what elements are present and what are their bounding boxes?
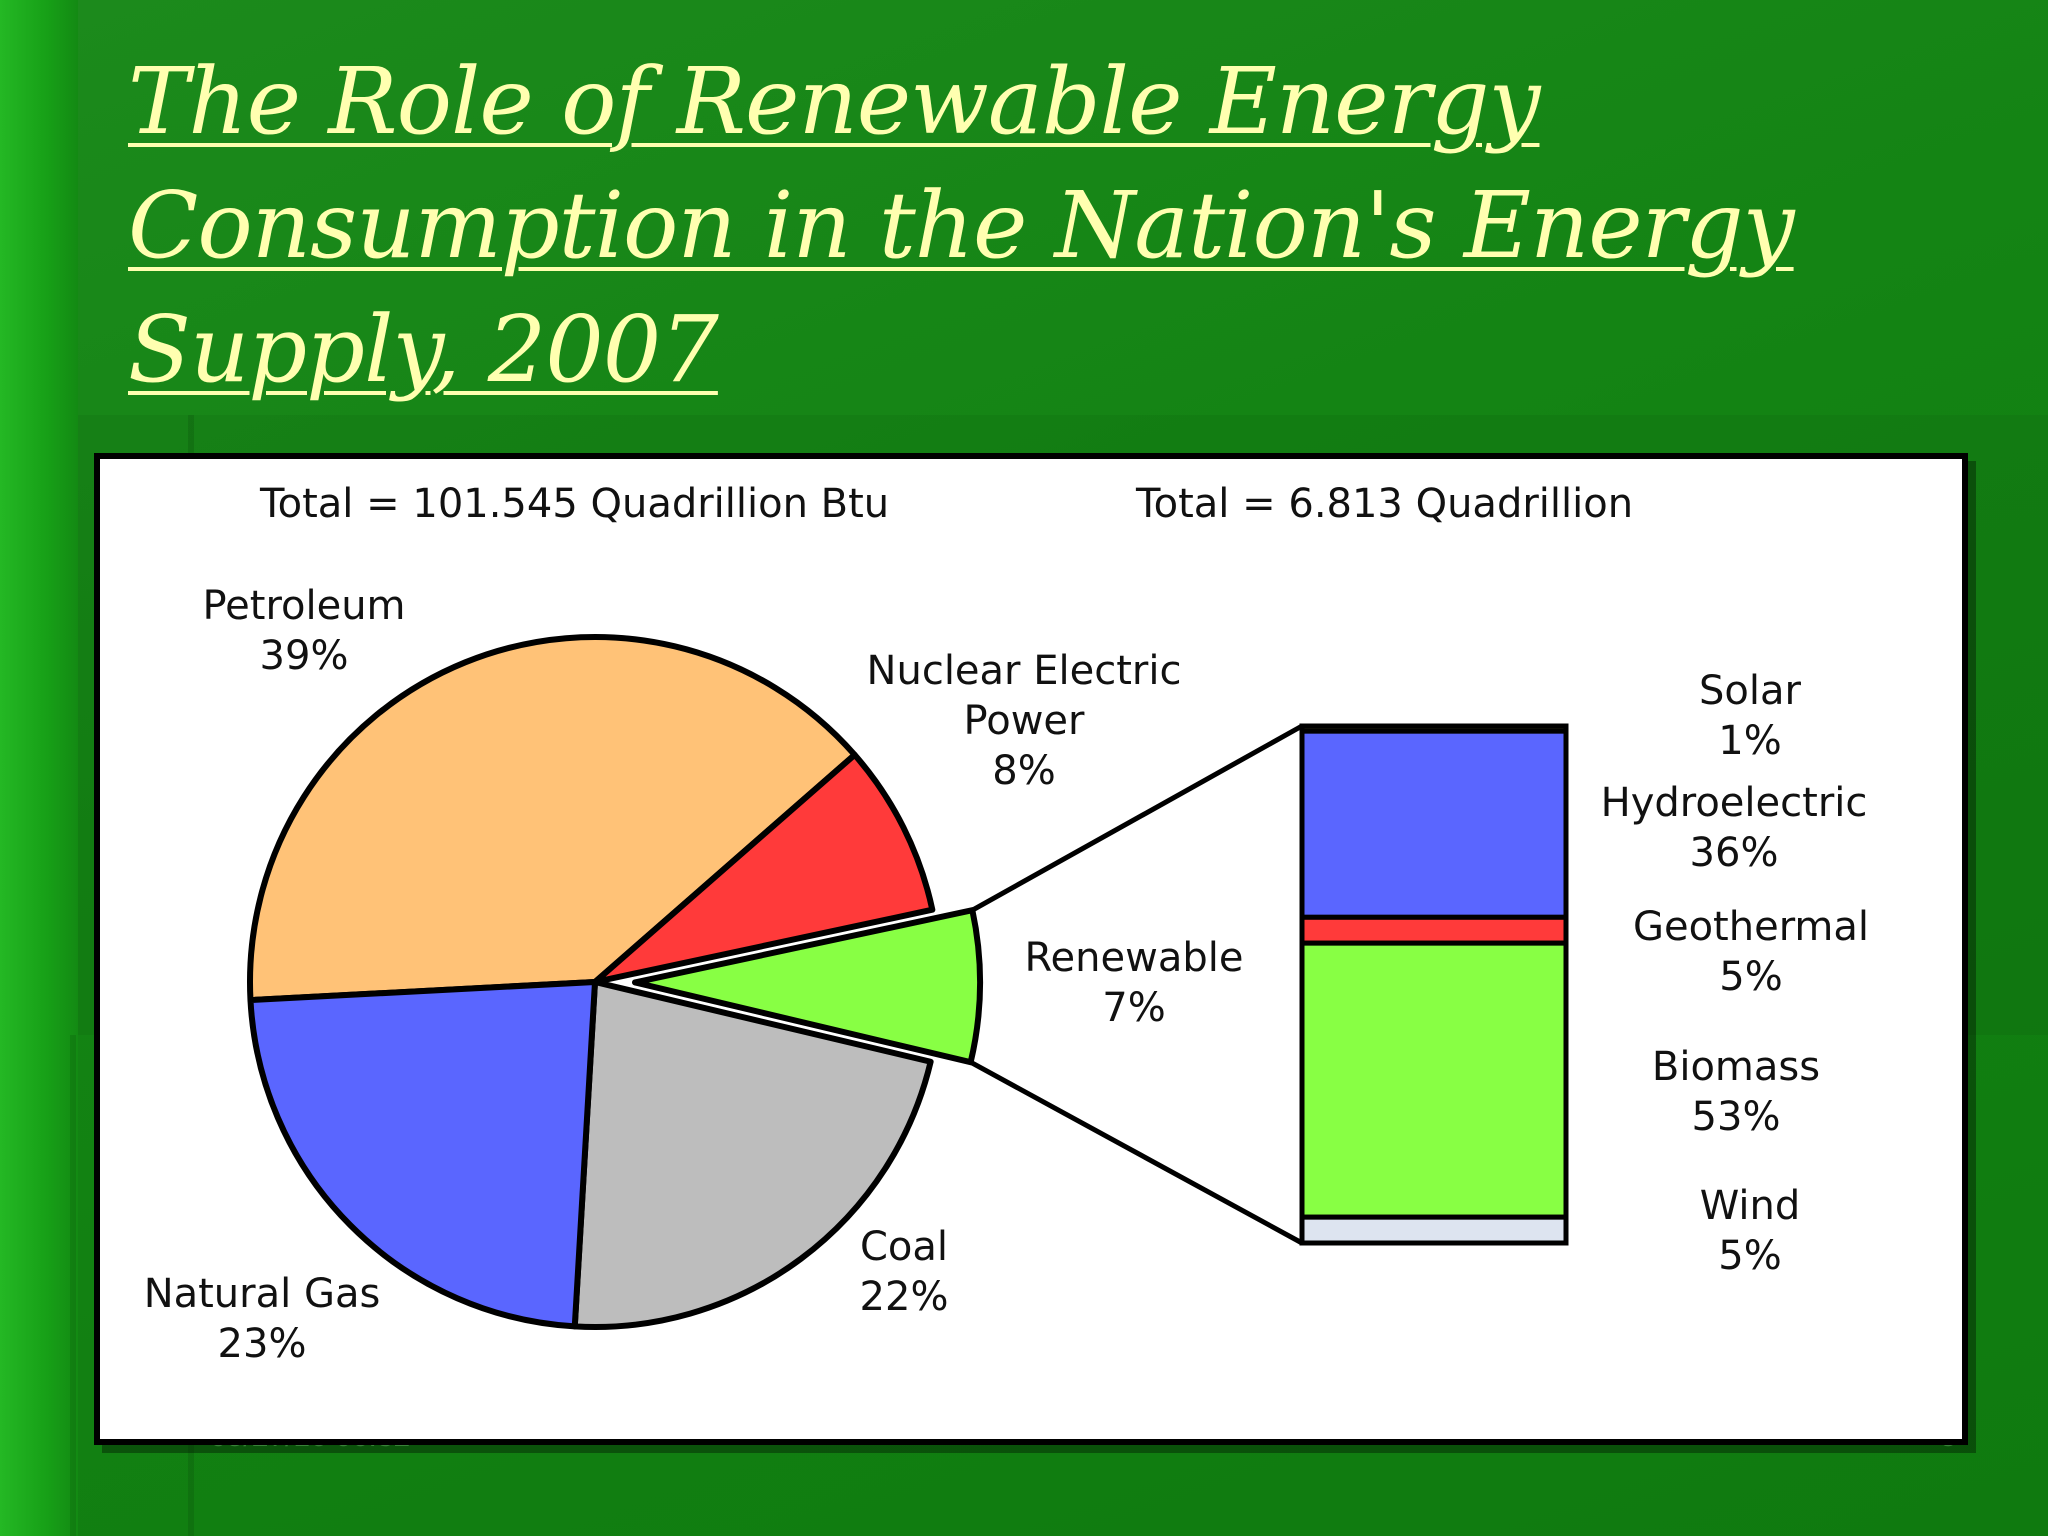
pie-slice-renewable xyxy=(631,907,983,1066)
pie-chart xyxy=(247,634,983,1330)
bar-label-wind: Wind 5% xyxy=(1700,1183,1801,1279)
connector-line-top xyxy=(971,723,1304,913)
chart-frame: Total = 101.545 Quadrillion Btu Total = 6… xyxy=(94,453,1968,1445)
pie-label-renewable: Renewable 7% xyxy=(1025,935,1244,1031)
chart-labels: Total = 101.545 Quadrillion Btu Total = 6… xyxy=(144,481,1869,1367)
bar-label-solar: Solar 1% xyxy=(1699,668,1801,764)
pie-total-label: Total = 101.545 Quadrillion Btu xyxy=(259,481,889,527)
bar-label-geothermal: Geothermal 5% xyxy=(1633,904,1869,1000)
pie-slice-natural-gas xyxy=(247,979,598,1330)
pie-slice-nuclear-electric-power xyxy=(592,751,936,985)
left-accent-bar xyxy=(0,0,78,1536)
bar-segment-biomass xyxy=(1299,940,1569,1220)
background-stripe xyxy=(70,1035,76,1536)
connector-line-bottom xyxy=(969,1059,1304,1246)
pie-slice-petroleum xyxy=(247,634,858,1004)
bar-segment-hydroelectric xyxy=(1299,728,1569,920)
pie-label-nuclear-electric-power: Nuclear Electric Power 8% xyxy=(867,648,1182,794)
pie-label-natural-gas: Natural Gas 23% xyxy=(144,1271,381,1367)
bar-label-hydroelectric: Hydroelectric 36% xyxy=(1601,780,1868,876)
pie-slice-coal xyxy=(571,979,934,1330)
energy-chart: Total = 101.545 Quadrillion Btu Total = 6… xyxy=(144,481,1869,1367)
stacked-bar-chart xyxy=(1299,723,1569,1246)
bar-total-label: Total = 6.813 Quadrillion xyxy=(1135,481,1633,527)
slide-title: The Role of Renewable Energy Consumption… xyxy=(128,48,1795,403)
bar-segment-wind xyxy=(1299,1214,1569,1246)
bar-segment-geothermal xyxy=(1299,914,1569,946)
pie-bar-connectors xyxy=(969,723,1304,1246)
bar-label-biomass: Biomass 53% xyxy=(1652,1044,1820,1140)
pie-label-petroleum: Petroleum 39% xyxy=(202,583,405,679)
pie-label-coal: Coal 22% xyxy=(860,1224,949,1320)
